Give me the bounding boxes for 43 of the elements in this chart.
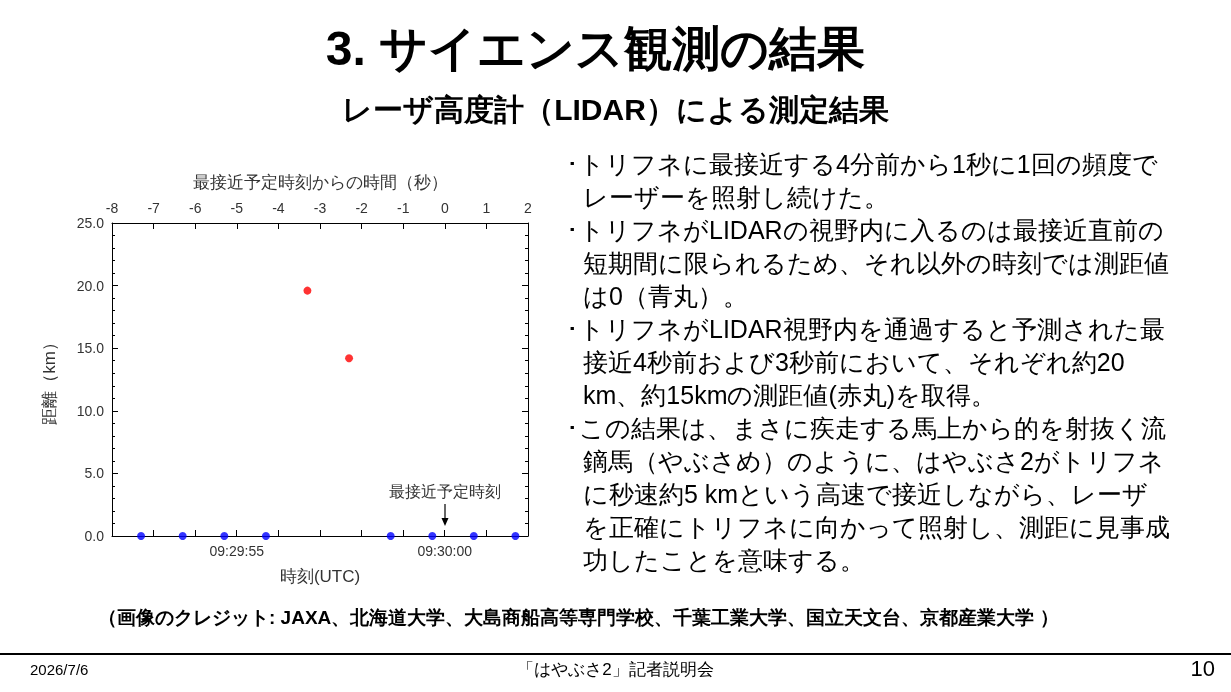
point <box>469 532 478 540</box>
x2-tick-label: -4 <box>272 200 285 216</box>
chart-title: 3. サイエンス観測の結果 <box>325 22 866 75</box>
text: ･トリフネがLIDAR視野内を通過すると予測された最接近4秒前および3秒前において、それぞれ約20 km、約15kmの測距値(赤丸)を取得。 <box>566 314 1166 411</box>
y-tick-label: 0.0 <box>84 528 105 544</box>
x2-tick-label: 2 <box>524 200 533 216</box>
text: （画像のクレジット: JAXA、北海道大学、大島商船高等専門学校、千葉工業大学、国立天文台、京都産業大学 ） <box>98 606 1059 630</box>
x2-axis-title: 最接近予定時刻からの時間（秒） <box>192 173 448 192</box>
y-tick-label: 5.0 <box>84 465 105 482</box>
text: 「はやぶさ2」記者説明会 <box>517 660 714 679</box>
y-tick-label: 25.0 <box>76 215 105 231</box>
x-tick-label: 09:29:55 <box>209 543 265 559</box>
point <box>137 532 146 540</box>
text: ･トリフネに最接近する4分前から1秒に1回の頻度でレーザーを照射し続けた。 <box>566 149 1159 213</box>
annotation: 最接近予定時刻 <box>388 482 502 502</box>
x2-tick-label: 0 <box>440 200 449 216</box>
x-tick-label: 09:30:00 <box>417 543 473 559</box>
point <box>428 532 437 540</box>
text: 2026/7/6 <box>30 660 89 680</box>
point <box>511 532 520 540</box>
text: ･トリフネがLIDARの視野内に入るのは最接近直前の短期間に限られるため、それ以外の時刻では測距値は0（青丸）。 <box>566 215 1170 312</box>
text: 10 <box>1190 656 1215 682</box>
x2-tick-label: 1 <box>482 200 491 216</box>
y-axis-title: 距離（km） <box>40 334 59 425</box>
x2-tick-label: -8 <box>105 200 119 216</box>
point <box>345 354 354 363</box>
y-tick-label: 20.0 <box>76 277 105 294</box>
x2-tick-label: -7 <box>147 200 161 216</box>
x-axis-title: 時刻(UTC) <box>279 567 361 586</box>
x2-tick-label: -2 <box>355 200 369 216</box>
point <box>220 532 229 540</box>
point <box>303 286 312 295</box>
x2-tick-label: -3 <box>313 200 327 216</box>
y-tick-label: 10.0 <box>76 402 105 419</box>
x2-tick-label: -6 <box>188 200 202 216</box>
text: ･この結果は、まさに疾走する馬上から的を射抜く流鏑馬（やぶさめ）のように、はやぶさ2がトリフネに秒速約5 kmという高速で接近しながら、レーザを正確にトリフネに向かって照射し、測距に見事成功したことを意味する。 <box>566 413 1171 576</box>
point <box>386 532 395 540</box>
x2-tick-label: -1 <box>396 200 410 216</box>
text: レーザ高度計（LIDAR）による測定結果 <box>341 92 890 128</box>
x2-tick-label: -5 <box>230 200 244 216</box>
point <box>261 532 270 540</box>
point <box>178 532 187 540</box>
y-tick-label: 15.0 <box>76 340 105 357</box>
